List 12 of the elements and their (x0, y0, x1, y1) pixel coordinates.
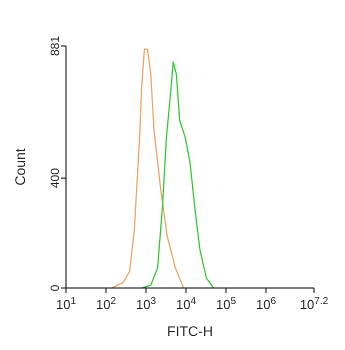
x-tick-label: 10$^{4}$ (176, 296, 196, 312)
x-tick-label: 10$^{3}$ (136, 296, 156, 312)
y-tick-label: 0 (48, 284, 62, 292)
y-tick-label: 881 (48, 36, 62, 56)
x-tick-label: 10$^{1}$ (56, 296, 76, 312)
y-tick-label: 400 (48, 168, 62, 188)
x-axis-title: FITC-H (167, 323, 213, 339)
y-axis-title: Count (12, 148, 28, 186)
x-tick-label: 10$^{6}$ (256, 296, 276, 312)
x-tick-label: 10$^{5}$ (216, 296, 236, 312)
x-tick-label: 10$^{2}$ (96, 296, 116, 312)
x-tick-label: 10$^{7.2}$ (300, 296, 329, 312)
